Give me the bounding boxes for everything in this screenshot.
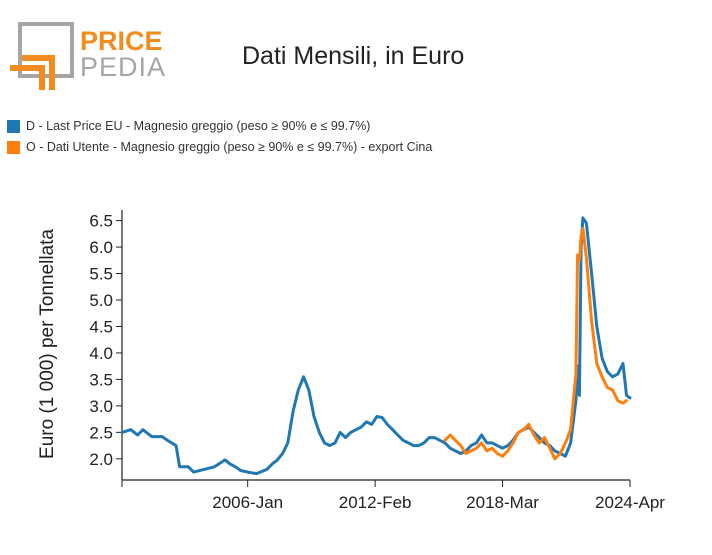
logo-text-pedia: PEDIA xyxy=(80,52,166,82)
legend-label: O - Dati Utente - Magnesio greggio (peso… xyxy=(26,140,433,154)
y-tick-label: 6.5 xyxy=(89,212,113,231)
logo-orange-bracket-inner xyxy=(22,55,55,90)
logo-orange-bracket-outer xyxy=(10,65,45,90)
y-tick-label: 2.0 xyxy=(89,450,113,469)
y-tick-label: 4.5 xyxy=(89,317,113,336)
logo-text-price: PRICE xyxy=(80,26,163,56)
series-line-last-price-eu xyxy=(120,216,632,476)
y-tick-label: 5.0 xyxy=(89,291,113,310)
x-tick-label: 2006-Jan xyxy=(212,493,283,512)
legend-item-last-price-eu[interactable]: D - Last Price EU - Magnesio greggio (pe… xyxy=(7,119,370,133)
x-tick-label: 2024-Apr xyxy=(595,493,665,512)
y-axis-label: Euro (1 000) per Tonnellata xyxy=(37,229,58,459)
series-layer xyxy=(120,216,632,476)
y-tick-label: 3.0 xyxy=(89,397,113,416)
legend-item-dati-utente[interactable]: O - Dati Utente - Magnesio greggio (peso… xyxy=(7,140,432,154)
x-tick-label: 2012-Feb xyxy=(339,493,412,512)
logo-grey-frame xyxy=(18,22,74,78)
legend-label: D - Last Price EU - Magnesio greggio (pe… xyxy=(26,119,371,133)
axes: 2.0 2.5 3.0 3.5 4.0 4.5 5.0 5.5 6.0 6.5 2006-Jan 20… xyxy=(89,210,665,512)
y-tick-label: 6.0 xyxy=(89,238,113,257)
legend-swatch-orange xyxy=(7,140,20,154)
chart-title: Dati Mensili, in Euro xyxy=(242,42,465,70)
y-tick-label: 5.5 xyxy=(89,265,113,284)
y-tick-label: 2.5 xyxy=(89,423,113,442)
y-tick-label: 3.5 xyxy=(89,370,113,389)
pricepedia-logo: PRICE PEDIA xyxy=(10,22,166,90)
series-line-dati-utente xyxy=(443,227,628,461)
legend-swatch-blue xyxy=(7,119,20,133)
y-tick-label: 4.0 xyxy=(89,344,113,363)
x-tick-label: 2018-Mar xyxy=(466,493,539,512)
